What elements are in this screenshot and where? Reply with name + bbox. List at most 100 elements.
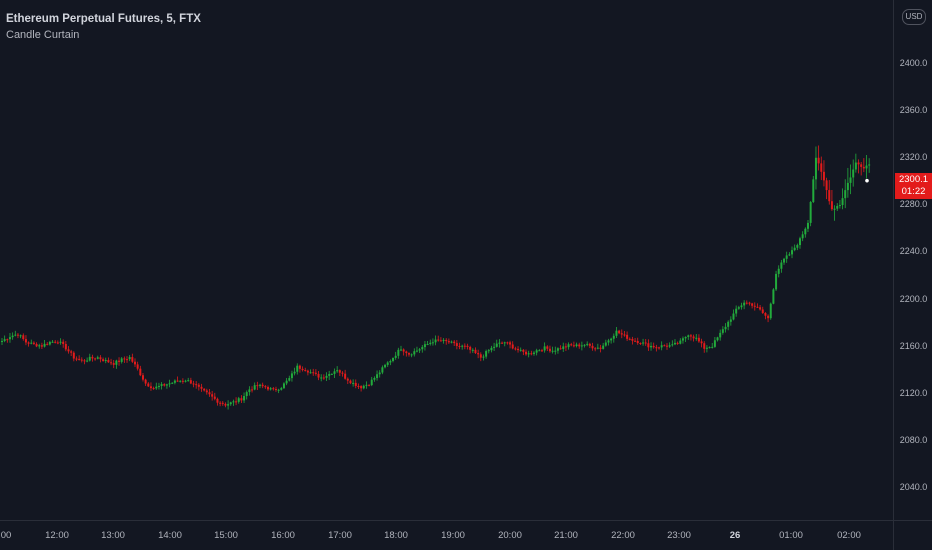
chart-canvas[interactable]: Ethereum Perpetual Futures, 5, FTX Candl…	[0, 0, 893, 520]
candle-up	[155, 386, 158, 389]
time-label: 16:00	[271, 530, 295, 541]
candle-up	[852, 169, 855, 178]
currency-badge[interactable]: USD	[902, 9, 926, 25]
candle-up	[487, 350, 490, 352]
candle-up	[503, 342, 506, 344]
candle-up	[777, 268, 780, 274]
candle-down	[314, 372, 317, 374]
price-label: 2200.0	[899, 293, 928, 304]
time-label: 22:00	[611, 530, 635, 541]
candle-down	[208, 392, 211, 395]
candle-up	[253, 385, 256, 390]
candle-down	[830, 201, 833, 210]
candle-up	[791, 250, 794, 255]
candle-up	[259, 384, 262, 386]
candle-down	[588, 343, 591, 346]
axis-corner	[893, 520, 932, 550]
candle-down	[83, 360, 86, 362]
candle-up	[527, 353, 530, 355]
candle-down	[99, 357, 102, 360]
symbol-title[interactable]: Ethereum Perpetual Futures, 5, FTX	[6, 13, 201, 25]
candle-down	[213, 396, 216, 399]
candle-up	[533, 352, 535, 354]
candle-down	[338, 370, 341, 373]
candle-down	[860, 164, 863, 167]
candle-up	[128, 357, 131, 360]
candle-up	[708, 347, 711, 349]
indicator-name[interactable]: Candle Curtain	[6, 29, 80, 41]
candle-up	[799, 238, 801, 246]
candle-down	[756, 306, 759, 308]
time-axis[interactable]: 00 12:00 13:00 14:00 15:00 16:00 17:00 18:00 19:…	[0, 520, 893, 550]
candle-up	[695, 337, 698, 339]
candle-up	[373, 378, 376, 380]
candle-down	[599, 347, 602, 349]
price-label: 2280.0	[899, 199, 928, 210]
candle-down	[511, 344, 514, 349]
candle-up	[673, 342, 676, 345]
candle-down	[235, 401, 238, 403]
candle-up	[415, 350, 418, 352]
time-label: 18:00	[384, 530, 408, 541]
candle-up	[394, 355, 397, 358]
candle-down	[591, 345, 594, 349]
candle-up	[735, 308, 738, 314]
candle-up	[868, 164, 871, 166]
candle-up	[716, 337, 719, 341]
candle-down	[134, 361, 136, 365]
candle-down	[312, 372, 315, 374]
candle-down	[264, 386, 267, 388]
candle-down	[689, 335, 692, 337]
candle-down	[91, 356, 94, 359]
candle-down	[477, 353, 480, 355]
candle-up	[381, 367, 384, 373]
candle-down	[644, 342, 647, 344]
candle-down	[346, 378, 349, 381]
candle-up	[493, 346, 496, 348]
candle-down	[761, 309, 764, 313]
price-axis[interactable]: USD 2400.0 2360.0 2320.0 2280.0 2240.0 2200.0…	[893, 0, 932, 520]
candle-down	[692, 336, 695, 339]
candle-up	[413, 351, 416, 355]
candle-down	[147, 383, 150, 387]
candle-up	[780, 262, 783, 269]
candle-up	[232, 401, 235, 403]
candle-up	[282, 383, 285, 389]
candle-up	[610, 338, 613, 341]
candle-up	[237, 398, 240, 402]
candle-up	[434, 339, 437, 343]
candle-up	[687, 335, 690, 337]
candle-down	[631, 338, 634, 341]
candle-down	[344, 373, 347, 379]
chart-legend: Ethereum Perpetual Futures, 5, FTX Candl…	[6, 11, 201, 43]
candle-up	[362, 385, 365, 389]
candle-up	[8, 337, 11, 340]
last-price-dot	[865, 178, 869, 183]
candle-down	[163, 384, 166, 386]
candle-up	[243, 396, 246, 401]
candle-down	[56, 342, 59, 344]
candle-down	[764, 312, 767, 316]
candle-down	[216, 398, 219, 403]
time-label: 15:00	[214, 530, 238, 541]
candle-down	[639, 343, 642, 345]
candle-up	[179, 380, 182, 382]
price-label: 2360.0	[899, 105, 928, 116]
candle-up	[783, 258, 786, 263]
candle-down	[546, 346, 549, 349]
time-label: 00	[0, 530, 12, 541]
candle-down	[626, 334, 629, 339]
candle-down	[753, 305, 756, 307]
candle-down	[144, 379, 147, 384]
candlestick-chart[interactable]	[0, 0, 893, 520]
candle-down	[570, 344, 573, 346]
candle-down	[149, 386, 152, 389]
candle-up	[809, 201, 812, 223]
candle-down	[559, 348, 562, 350]
candle-down	[16, 334, 19, 336]
candle-down	[272, 388, 275, 390]
candle-up	[740, 305, 743, 308]
candle-down	[211, 394, 214, 397]
candle-up	[769, 303, 772, 319]
candle-up	[370, 379, 373, 386]
